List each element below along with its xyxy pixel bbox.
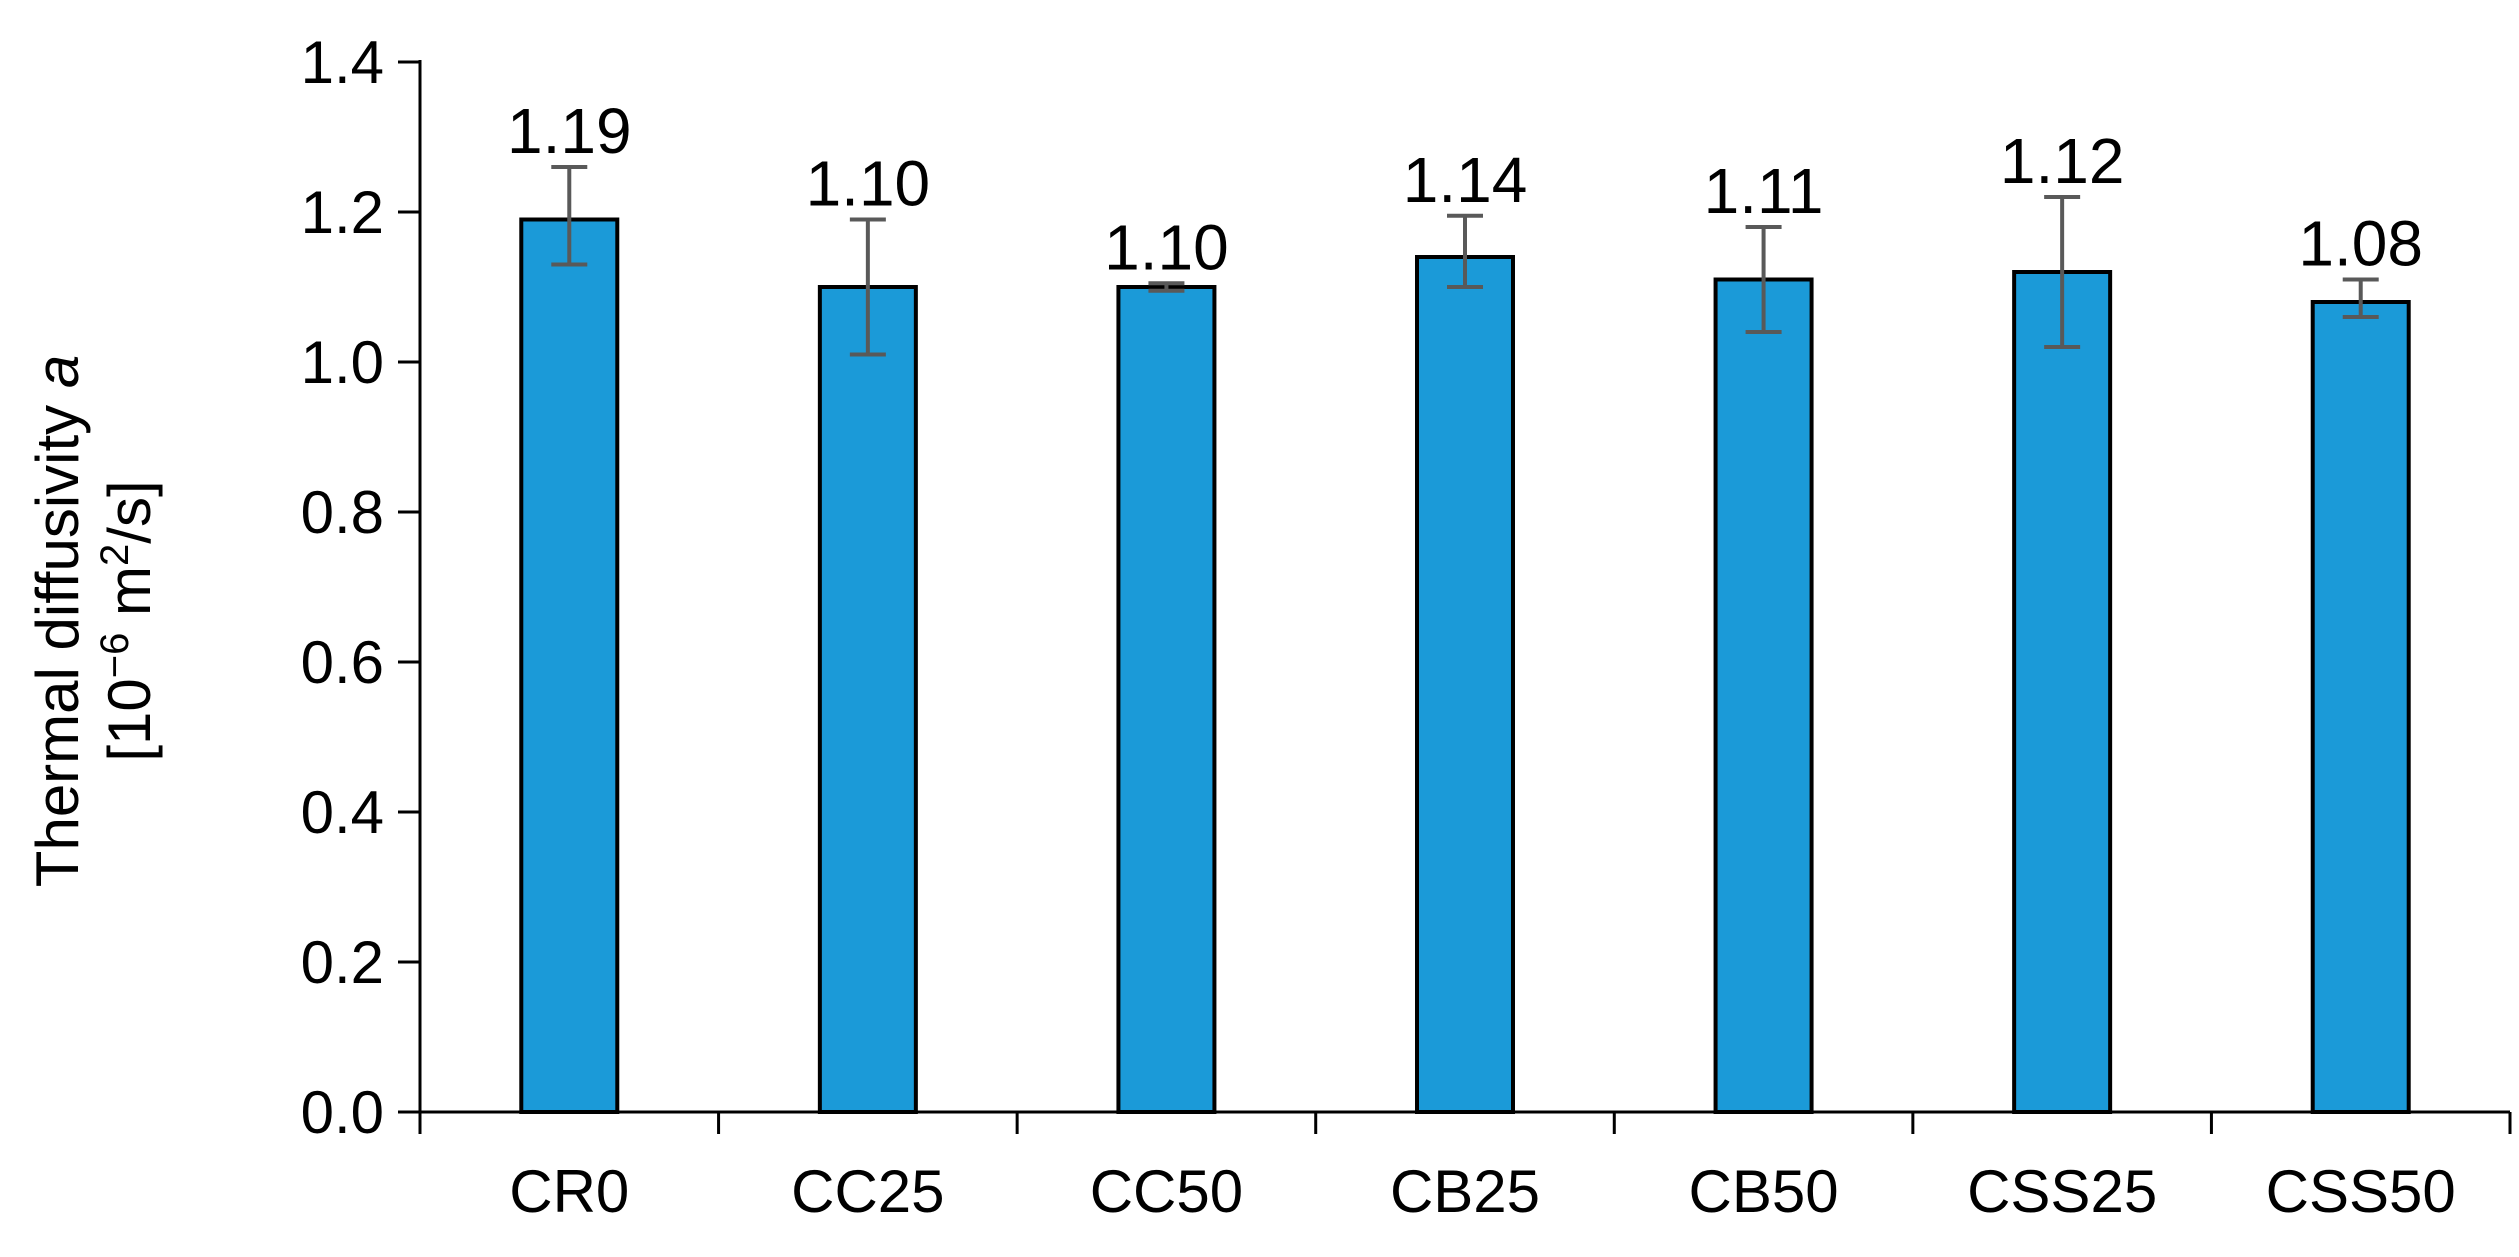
y-tick-label: 1.0 xyxy=(301,329,384,396)
y-tick-label: 0.4 xyxy=(301,779,384,846)
x-tick-label: CB50 xyxy=(1689,1158,1839,1225)
y-axis-unit-close: /s] xyxy=(96,480,163,543)
y-axis-unit-open: [10 xyxy=(96,678,163,761)
y-axis-title-text: Thermal diffusivity xyxy=(24,388,91,887)
x-tick-label: CC25 xyxy=(791,1158,944,1225)
y-axis-unit-exponent: −6 xyxy=(93,633,137,679)
bar xyxy=(2012,270,2113,1114)
bar xyxy=(817,285,918,1114)
data-label: 1.10 xyxy=(1104,211,1229,283)
y-tick-label: 0.8 xyxy=(301,479,384,546)
y-tick-label: 0.6 xyxy=(301,629,384,696)
bar xyxy=(519,217,620,1114)
y-axis-unit-exponent-2: 2 xyxy=(93,544,137,566)
y-axis-title-line-1: Thermal diffusivity a xyxy=(24,355,91,887)
y-axis-unit-m: m xyxy=(96,566,163,633)
data-label: 1.19 xyxy=(507,95,632,167)
bar xyxy=(2310,300,2411,1114)
y-tick-label: 1.2 xyxy=(301,179,384,246)
y-tick-label: 0.0 xyxy=(301,1079,384,1146)
bar xyxy=(1116,285,1217,1114)
y-tick-label: 1.4 xyxy=(301,29,384,96)
x-tick-label: CR0 xyxy=(509,1158,629,1225)
data-label: 1.08 xyxy=(2298,208,2423,280)
data-label: 1.12 xyxy=(2000,125,2125,197)
y-tick-label: 0.2 xyxy=(301,929,384,996)
y-axis-title-symbol: a xyxy=(24,355,91,388)
x-tick-label: CSS25 xyxy=(1967,1158,2157,1225)
y-axis-title-line-2: [10−6 m2/s] xyxy=(93,480,163,761)
x-tick-label: CSS50 xyxy=(2266,1158,2456,1225)
bar xyxy=(1415,255,1515,1114)
bar xyxy=(1713,277,1814,1114)
data-label: 1.14 xyxy=(1403,144,1528,216)
data-label: 1.11 xyxy=(1704,155,1824,227)
data-label: 1.10 xyxy=(806,148,931,220)
x-tick-label: CC50 xyxy=(1090,1158,1243,1225)
y-axis-title: Thermal diffusivity a [10−6 m2/s] xyxy=(24,355,163,887)
x-tick-label: CB25 xyxy=(1390,1158,1540,1225)
